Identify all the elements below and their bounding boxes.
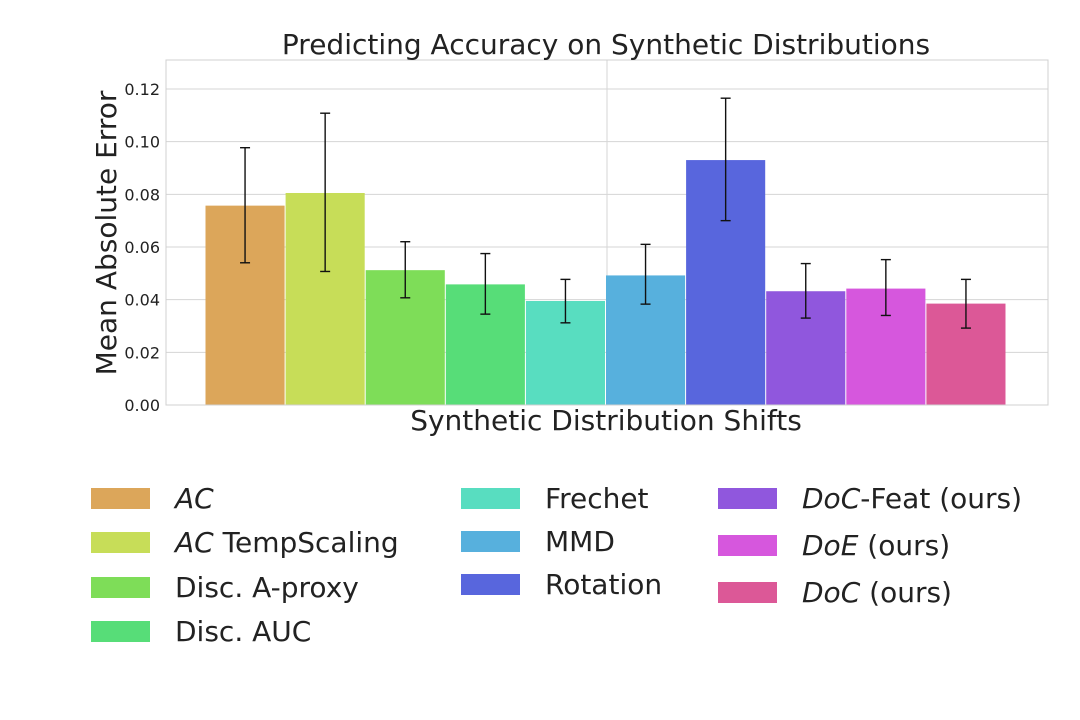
y-tick-label: 0.08 <box>124 185 160 204</box>
error-bar <box>720 97 731 222</box>
y-tick-label: 0.00 <box>124 396 160 415</box>
y-tick-label: 0.12 <box>124 80 160 99</box>
y-axis-label: Mean Absolute Error <box>90 90 123 375</box>
y-tick-label: 0.06 <box>124 238 160 257</box>
error-bar <box>880 258 891 317</box>
error-bar <box>560 278 571 324</box>
error-bar <box>240 146 251 264</box>
error-bar <box>960 278 971 329</box>
y-tick-labels: 0.00 0.02 0.04 0.06 0.08 0.10 0.12 <box>124 80 160 415</box>
y-tick-label: 0.04 <box>124 291 160 310</box>
error-bar <box>320 112 331 273</box>
plot-frame <box>165 59 1049 406</box>
error-bars <box>240 97 971 329</box>
error-bar <box>640 243 651 305</box>
error-bar <box>400 241 411 299</box>
y-tick-label: 0.02 <box>124 343 160 362</box>
chart-title: Predicting Accuracy on Synthetic Distrib… <box>282 28 930 61</box>
error-bar <box>800 262 811 319</box>
y-tick-label: 0.10 <box>124 133 160 152</box>
x-axis-label: Synthetic Distribution Shifts <box>410 404 802 437</box>
error-bar <box>480 252 491 315</box>
